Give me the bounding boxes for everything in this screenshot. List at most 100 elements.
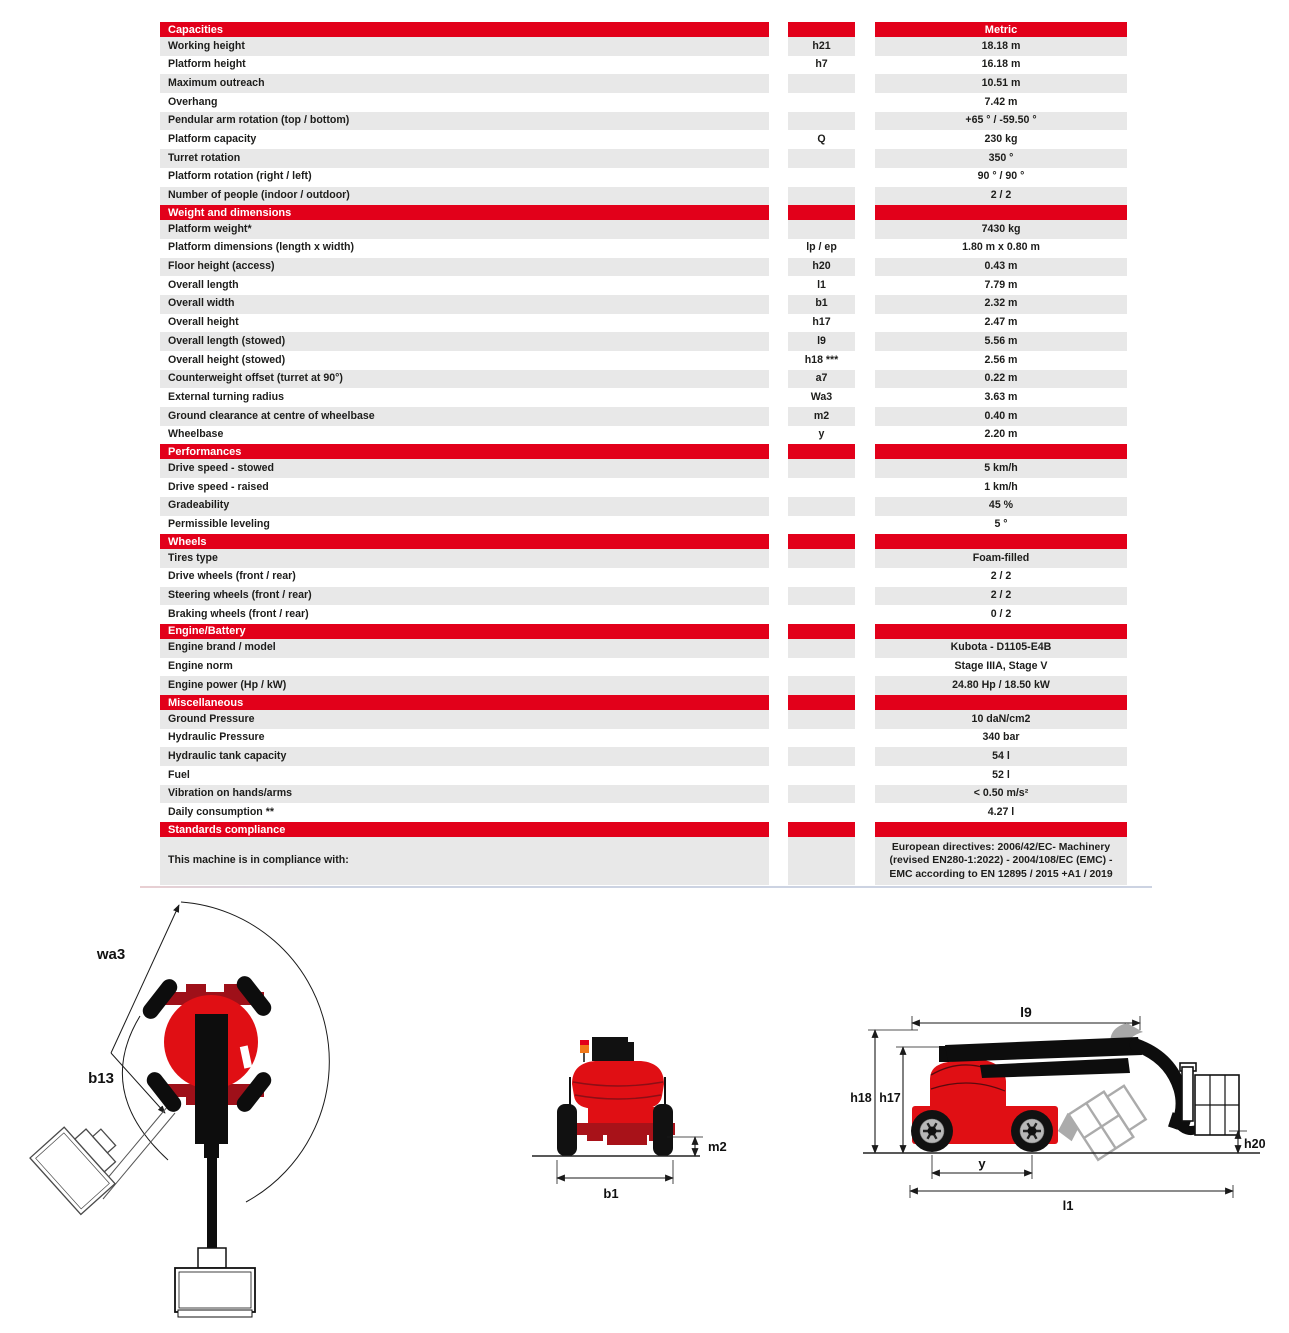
spec-label: Platform height: [160, 55, 769, 75]
spec-label: External turning radius: [160, 388, 769, 408]
spec-symbol: l1: [788, 276, 855, 295]
spec-value: 2 / 2: [875, 586, 1127, 606]
column-gap: [855, 370, 875, 389]
spec-label: Fuel: [160, 766, 769, 785]
spec-symbol: [788, 747, 855, 767]
spec-symbol: [788, 459, 855, 479]
section-title: Performances: [160, 444, 769, 460]
spec-row-this-machine-is-in-compliance-with: This machine is in compliance with: Europ…: [160, 837, 1127, 886]
section-header-performances: Performances: [160, 444, 1127, 460]
column-gap: [855, 332, 875, 351]
column-gap: [855, 695, 875, 710]
wheels-front-view: [557, 1104, 673, 1156]
column-gap: [855, 747, 875, 766]
spec-symbol: [788, 111, 855, 131]
beacon-light: [580, 1040, 589, 1062]
column-gap: [855, 74, 875, 93]
spec-row-platform-dimensions-length-x-width: Platform dimensions (length x width) lp /…: [160, 238, 1127, 258]
spec-value: 5 km/h: [875, 459, 1127, 479]
spec-label: Counterweight offset (turret at 90°): [160, 369, 769, 389]
spec-label: Number of people (indoor / outdoor): [160, 186, 769, 206]
spec-value: 10 daN/cm2: [875, 710, 1127, 729]
column-gap: [855, 239, 875, 258]
section-value-header: [875, 444, 1127, 460]
spec-symbol: b1: [788, 294, 855, 314]
section-symbol-header: [788, 534, 855, 550]
spec-value: 230 kg: [875, 130, 1127, 150]
section-value-header: [875, 822, 1127, 838]
spec-symbol: [788, 478, 855, 497]
l9-dimension: [911, 1016, 1141, 1030]
spec-label: Overhang: [160, 93, 769, 112]
column-gap: [769, 388, 788, 407]
column-gap: [855, 258, 875, 277]
spec-label: Platform capacity: [160, 130, 769, 150]
spec-symbol: a7: [788, 369, 855, 389]
spec-symbol: [788, 676, 855, 695]
spec-symbol: [788, 149, 855, 168]
spec-symbol: [788, 220, 855, 239]
section-symbol-header: [788, 695, 855, 710]
column-gap: [769, 407, 788, 426]
section-value-header: [875, 623, 1127, 639]
spec-value: < 0.50 m/s²: [875, 784, 1127, 804]
column-gap: [855, 676, 875, 695]
column-gap: [855, 149, 875, 168]
column-gap: [855, 822, 875, 837]
top-view-diagram: wa3 b13: [29, 901, 330, 1318]
spec-row-platform-rotation-right-left: Platform rotation (right / left) 90 ° / 9…: [160, 167, 1127, 187]
spec-symbol: [788, 657, 855, 677]
spec-symbol: [788, 638, 855, 658]
section-title: Wheels: [160, 534, 769, 550]
spec-symbol: lp / ep: [788, 238, 855, 258]
spec-value: 0.43 m: [875, 257, 1127, 277]
dim-label-b13: b13: [88, 1070, 114, 1087]
spec-symbol: [788, 837, 855, 886]
b13-radius-line: [110, 1052, 166, 1114]
spec-symbol: h21: [788, 37, 855, 56]
column-gap: [855, 549, 875, 568]
column-gap: [855, 766, 875, 785]
spec-value: 7.79 m: [875, 276, 1127, 295]
spec-row-daily-consumption: Daily consumption ** 4.27 l: [160, 803, 1127, 823]
spec-symbol: [788, 186, 855, 206]
column-gap: [769, 710, 788, 729]
spec-table: Capacities Metric Working height h21 18.18 m…: [160, 22, 1127, 886]
spec-symbol: m2: [788, 407, 855, 426]
ghost-basket-outline: [29, 1126, 117, 1216]
dim-label-h20: h20: [1244, 1137, 1266, 1151]
spec-row-external-turning-radius: External turning radius Wa3 3.63 m: [160, 388, 1127, 408]
spec-symbol: [788, 74, 855, 94]
column-gap: [769, 130, 788, 149]
dim-label-l9: l9: [1020, 1005, 1032, 1020]
column-gap: [855, 295, 875, 314]
column-gap: [769, 276, 788, 295]
spec-symbol: [788, 766, 855, 785]
spec-label: Ground clearance at centre of wheelbase: [160, 407, 769, 426]
spec-value: 2.20 m: [875, 425, 1127, 445]
column-gap: [769, 444, 788, 459]
section-title: Standards compliance: [160, 822, 769, 838]
column-gap: [855, 729, 875, 748]
spec-value: 0.22 m: [875, 369, 1127, 389]
spec-label: Tires type: [160, 549, 769, 568]
spec-label: Permissible leveling: [160, 515, 769, 535]
spec-label: Pendular arm rotation (top / bottom): [160, 111, 769, 131]
spec-label: Hydraulic Pressure: [160, 728, 769, 748]
spec-value: 5 °: [875, 515, 1127, 535]
dim-label-l1: l1: [1063, 1198, 1074, 1213]
column-gap: [855, 497, 875, 516]
section-header-miscellaneous: Miscellaneous: [160, 695, 1127, 710]
spec-value: 18.18 m: [875, 37, 1127, 56]
spec-label: Platform weight*: [160, 220, 769, 239]
column-gap: [769, 837, 788, 885]
column-gap: [769, 37, 788, 56]
spec-label: Overall length: [160, 276, 769, 295]
spec-symbol: Wa3: [788, 388, 855, 408]
section-value-header: [875, 534, 1127, 550]
column-gap: [855, 37, 875, 56]
column-gap: [855, 22, 875, 37]
column-gap: [855, 587, 875, 606]
wa3-turning-arc: [180, 901, 330, 1203]
front-view-diagram: m2 b1: [532, 1037, 727, 1201]
